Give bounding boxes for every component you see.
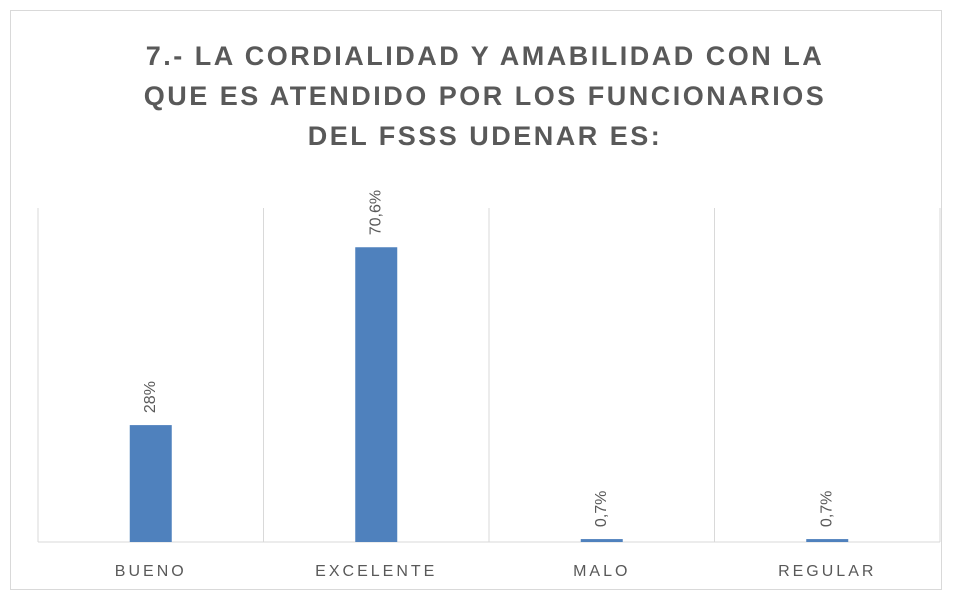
data-label: 0,7% xyxy=(818,491,835,527)
x-tick-label: EXCELENTE xyxy=(315,563,437,580)
data-label: 28% xyxy=(142,381,159,413)
data-label: 0,7% xyxy=(593,491,610,527)
bar xyxy=(806,539,849,542)
bar xyxy=(580,539,623,542)
data-label: 70,6% xyxy=(367,190,384,235)
bar xyxy=(355,247,398,542)
bar xyxy=(129,425,172,542)
x-tick-label: MALO xyxy=(573,563,630,580)
x-tick-label: REGULAR xyxy=(778,563,876,580)
chart-title: 7.- LA CORDIALIDAD Y AMABILIDAD CON LA Q… xyxy=(143,41,827,151)
x-tick-label: BUENO xyxy=(115,563,187,580)
